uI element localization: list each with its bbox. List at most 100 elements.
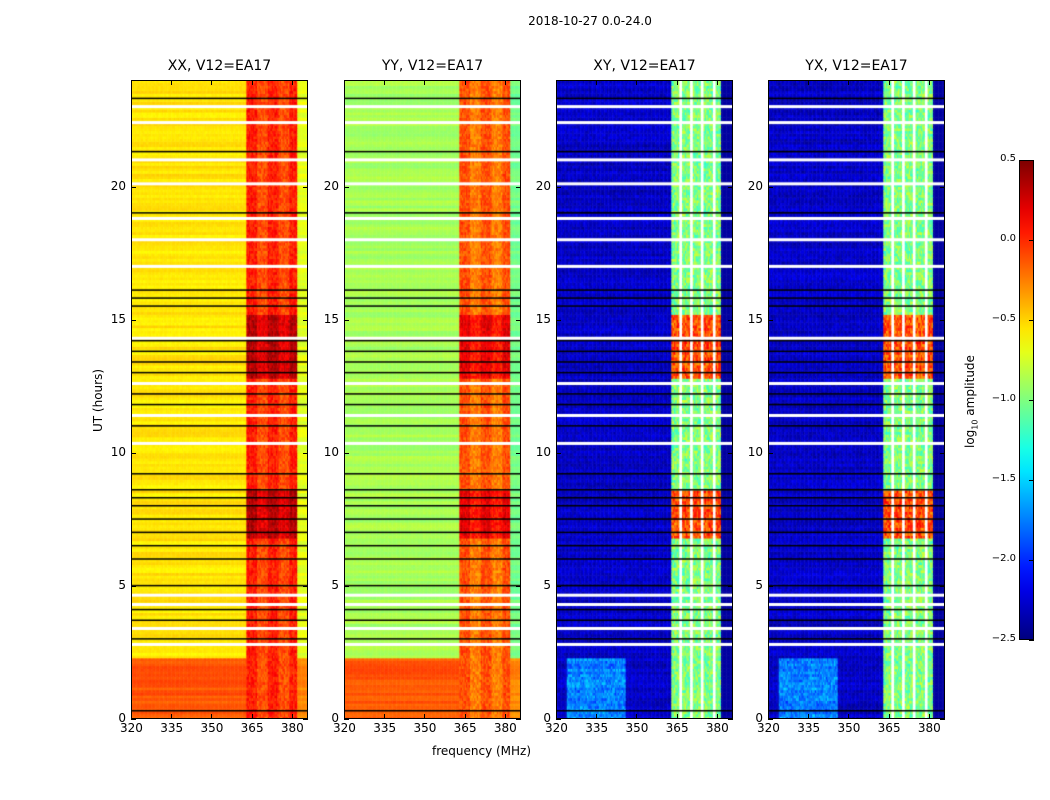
x-tick-mark [888,714,890,719]
x-tick-label: 365 [453,721,477,735]
x-tick-mark [171,714,173,719]
x-tick-mark [171,80,173,85]
y-tick-mark [131,319,136,321]
x-tick-mark [768,80,769,85]
x-tick-mark [384,80,386,85]
y-axis-label: UT (hours) [91,368,105,432]
y-tick-mark [728,186,733,188]
x-tick-label: 350 [200,721,224,735]
y-tick-mark [556,452,561,454]
y-tick-mark [516,186,521,188]
y-tick-mark [303,719,308,720]
y-tick-label: 5 [331,577,339,592]
colorbar-tick-label: −0.5 [991,313,1016,324]
y-tick-mark [344,186,349,188]
y-tick-label: 5 [118,577,126,592]
heatmap-cells [556,80,733,719]
y-tick-label: 15 [535,311,551,326]
y-tick-label: 15 [323,311,339,326]
x-tick-label: 380 [917,721,941,735]
x-tick-label: 365 [877,721,901,735]
panel-title: YY, V12=EA17 [381,58,484,74]
y-tick-label: 10 [747,444,763,459]
colorbar-tick-label: −2.5 [991,633,1016,644]
y-tick-mark [516,452,521,454]
y-tick-label: 20 [110,178,126,193]
y-tick-mark [768,452,773,454]
y-tick-mark [344,719,349,720]
colorbar-tick-mark [1029,240,1034,241]
y-tick-mark [344,319,349,321]
x-tick-label: 335 [373,721,397,735]
panel-title: XY, V12=EA17 [593,58,696,74]
y-tick-mark [556,186,561,188]
y-tick-label: 5 [543,577,551,592]
x-tick-mark [211,714,213,719]
colorbar-tick-label: 0.5 [1000,153,1016,164]
x-tick-label: 350 [625,721,649,735]
colorbar-tick-label: −1.5 [991,473,1016,484]
y-tick-mark [131,452,136,454]
colorbar-tick-mark [1029,560,1034,561]
y-tick-mark [768,585,773,587]
y-tick-label: 0 [331,711,339,725]
y-tick-mark [728,319,733,321]
heatmap-cells [344,80,521,719]
x-tick-label: 380 [280,721,304,735]
y-tick-mark [303,452,308,454]
y-tick-mark [344,452,349,454]
colorbar-tick-mark [1029,640,1034,641]
x-tick-mark [291,80,293,85]
x-tick-mark [251,80,253,85]
y-tick-label: 20 [323,178,339,193]
y-tick-label: 5 [755,577,763,592]
figure-title: 2018-10-27 0.0-24.0 [528,14,652,28]
y-tick-mark [728,719,733,720]
y-tick-mark [131,719,136,720]
heatmap-panel-4: YX, V12=EA17 320 335 350 365 380 0 5 10 15 20 [748,58,945,735]
x-tick-label: 365 [240,721,264,735]
x-tick-mark [848,80,850,85]
x-axis-label: frequency (MHz) [432,744,532,758]
y-tick-label: 10 [323,444,339,459]
x-tick-mark [676,80,678,85]
y-tick-mark [303,319,308,321]
colorbar-tick-mark [1029,320,1034,321]
heatmap-cells [131,80,308,719]
colorbar-tick-mark [1029,160,1034,161]
colorbar-tick-mark [1029,400,1034,401]
axes-frame [556,80,733,719]
panel-title: YX, V12=EA17 [805,58,908,74]
colorbar-tick-label: −1.0 [991,393,1016,404]
heatmap-panel-1: XX, V12=EA17 320 335 350 365 380 0 5 10 15 20 [111,58,308,735]
x-tick-mark [556,80,557,85]
axes-frame [344,80,521,719]
y-tick-mark [768,319,773,321]
heatmap-panel-3: XY, V12=EA17 320 335 350 365 380 0 5 10 15 20 [536,58,733,735]
x-tick-mark [464,80,466,85]
y-tick-label: 0 [755,711,763,725]
x-tick-mark [131,714,132,719]
x-tick-mark [808,80,810,85]
y-tick-label: 10 [535,444,551,459]
x-tick-mark [344,714,345,719]
x-tick-mark [424,714,426,719]
x-tick-label: 320 [545,721,568,735]
x-tick-label: 320 [757,721,780,735]
x-tick-mark [596,714,598,719]
x-tick-mark [131,80,132,85]
x-tick-mark [808,714,810,719]
y-tick-label: 15 [110,311,126,326]
y-tick-mark [940,319,945,321]
y-tick-mark [516,319,521,321]
x-tick-label: 320 [333,721,356,735]
x-tick-mark [928,714,930,719]
y-tick-mark [556,719,561,720]
y-tick-mark [556,585,561,587]
x-tick-mark [504,714,506,719]
x-tick-label: 380 [493,721,517,735]
y-tick-label: 20 [747,178,763,193]
x-tick-mark [676,714,678,719]
x-tick-mark [636,714,638,719]
x-tick-label: 335 [585,721,609,735]
